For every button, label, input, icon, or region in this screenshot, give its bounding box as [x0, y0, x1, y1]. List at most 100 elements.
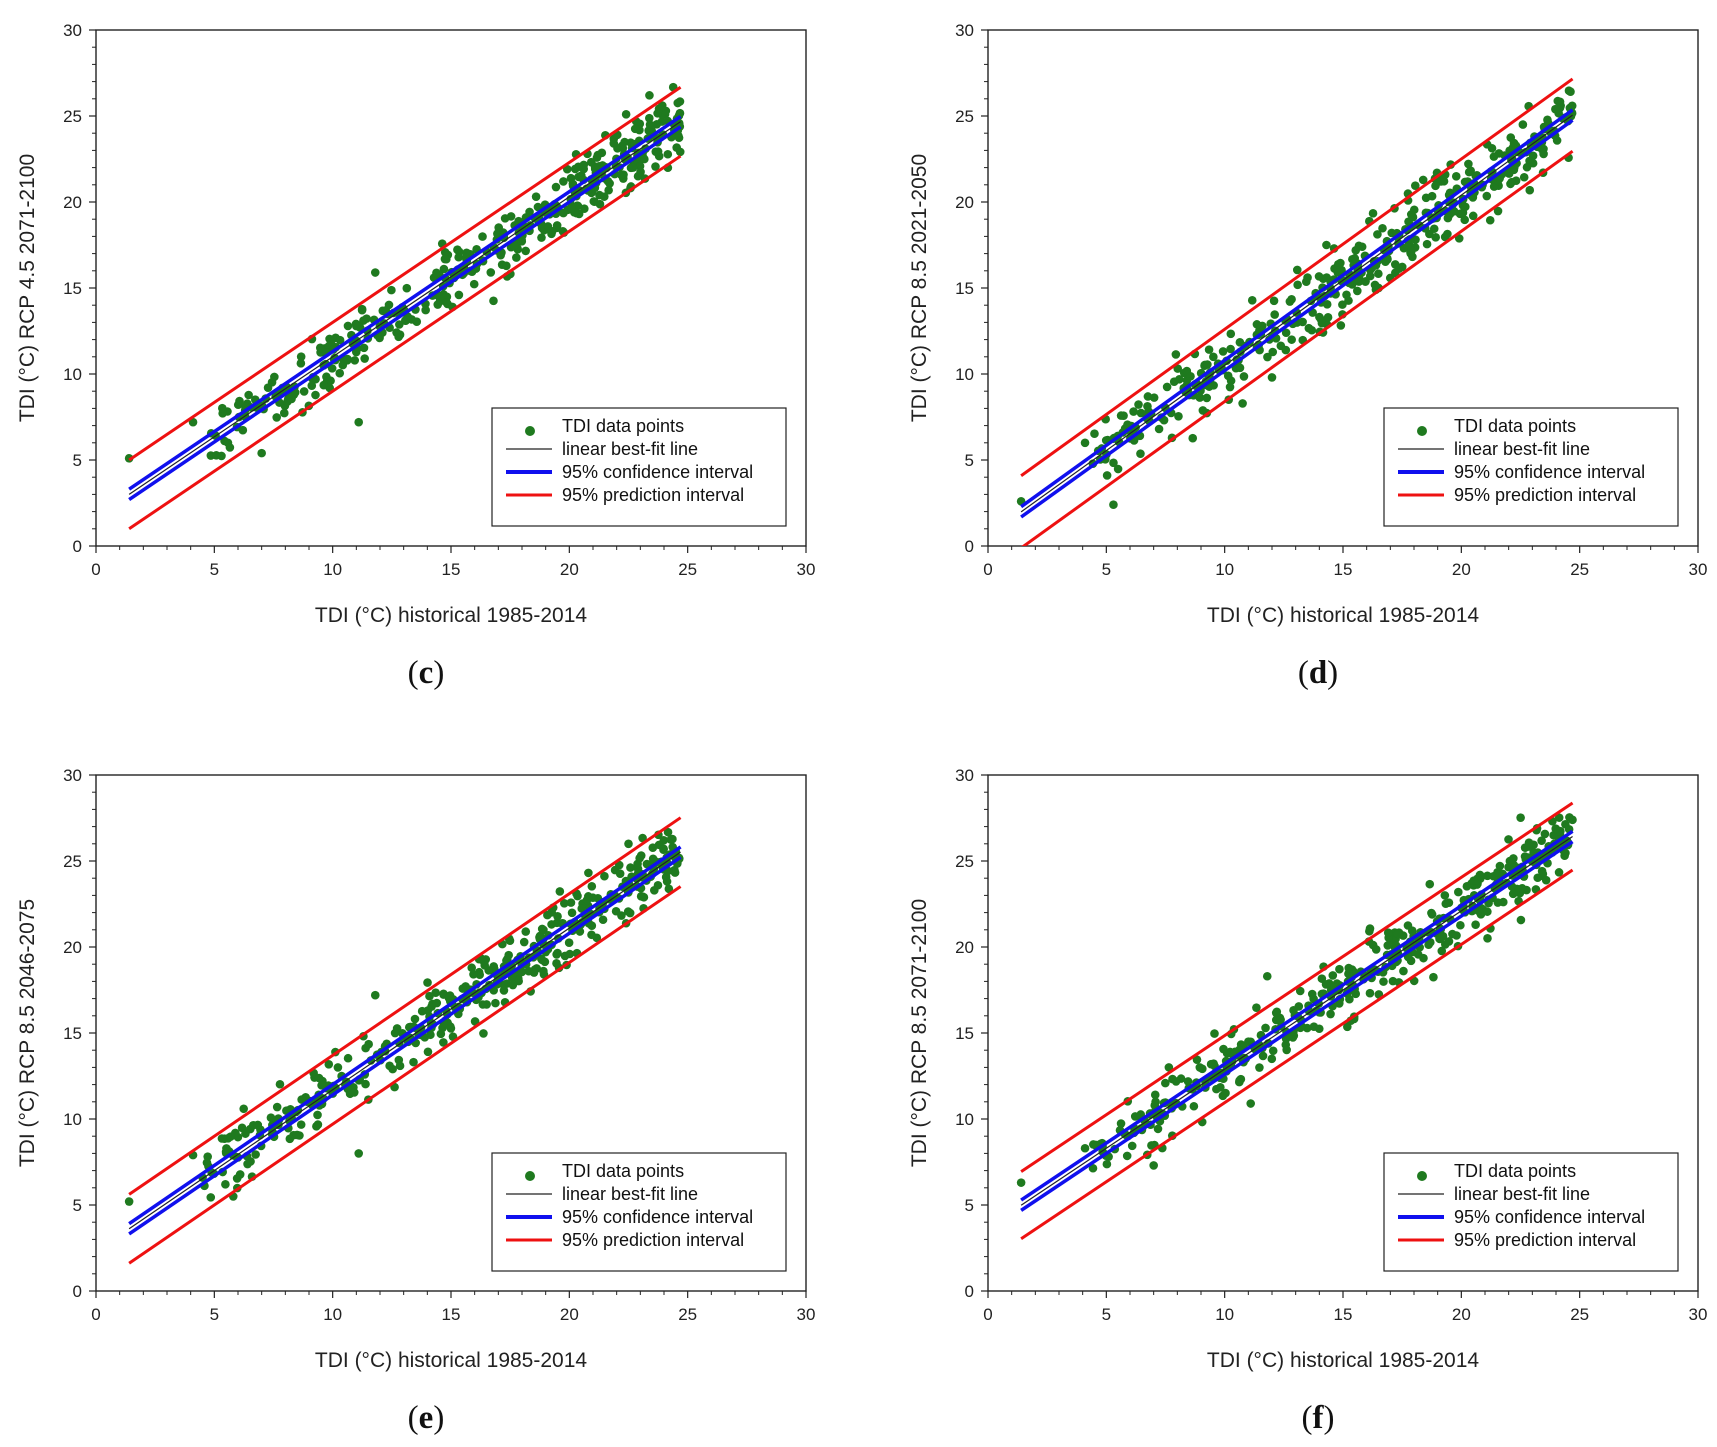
data-point	[1192, 1055, 1202, 1064]
x-tick-label: 20	[1452, 560, 1471, 579]
data-point	[504, 950, 513, 960]
x-tick-label: 15	[1334, 560, 1353, 579]
panel-label-close: )	[433, 1400, 444, 1436]
data-point	[124, 1197, 134, 1206]
data-point	[1533, 873, 1542, 883]
data-point	[251, 1150, 260, 1159]
y-tick-label: 10	[63, 365, 82, 384]
data-point	[1136, 408, 1146, 418]
prediction-lower-line	[1020, 868, 1574, 1240]
data-point	[1422, 239, 1432, 249]
data-point	[1437, 946, 1447, 956]
data-point	[1252, 1003, 1261, 1012]
data-point	[1407, 246, 1416, 255]
data-point	[1516, 813, 1525, 822]
data-point	[593, 150, 603, 160]
data-point	[1435, 934, 1444, 943]
data-point	[1226, 329, 1236, 339]
data-point	[1159, 415, 1169, 425]
data-point	[296, 1120, 306, 1129]
best-fit-line	[1020, 836, 1573, 1206]
data-point	[533, 202, 543, 212]
legend-symbol-points	[525, 426, 535, 436]
data-point	[433, 300, 443, 309]
x-tick-label: 5	[1102, 560, 1111, 579]
data-point	[226, 1132, 235, 1141]
data-point	[565, 949, 575, 959]
x-tick-label: 10	[1215, 1305, 1234, 1324]
panel-c: 0 5 10 15 20 25 30 0 5 10 15 20 25 30 TDI (°C) histori…	[16, 21, 815, 691]
data-point	[387, 285, 396, 295]
data-point	[502, 261, 511, 271]
data-point	[220, 436, 229, 446]
data-point	[239, 1104, 248, 1114]
data-point	[1336, 321, 1346, 330]
data-point	[1270, 310, 1279, 319]
x-tick-label: 10	[1215, 560, 1234, 579]
y-axis-label: TDI (°C) RCP 4.5 2071-2100	[16, 154, 39, 422]
data-point	[1518, 120, 1528, 129]
legend-symbol-points	[1417, 426, 1427, 436]
data-point	[1206, 1059, 1216, 1069]
data-point	[1271, 1008, 1281, 1018]
data-point	[1374, 269, 1383, 279]
data-point	[1371, 945, 1381, 954]
data-point	[370, 268, 380, 277]
data-point	[354, 417, 364, 427]
data-point	[1295, 986, 1305, 996]
data-point	[1471, 920, 1480, 930]
data-point	[664, 884, 674, 894]
legend-entry: 95% confidence interval	[562, 1207, 753, 1227]
data-point	[1226, 344, 1235, 354]
panel-label-open: (	[1302, 1400, 1313, 1436]
data-point	[508, 980, 518, 990]
data-point	[1504, 835, 1513, 844]
data-point	[1427, 191, 1437, 201]
y-tick-label: 20	[955, 938, 974, 957]
data-point	[1551, 824, 1561, 834]
data-point	[1281, 328, 1291, 338]
data-point	[221, 1180, 230, 1189]
x-axis-label: TDI (°C) historical 1985-2014	[1207, 1349, 1479, 1372]
data-point	[440, 254, 450, 264]
data-point	[1322, 273, 1331, 282]
data-point	[1461, 202, 1470, 212]
y-tick-label: 15	[955, 1024, 974, 1043]
panel-label-close: )	[1324, 1400, 1335, 1436]
data-point	[458, 984, 468, 993]
panel-label-letter: d	[1309, 655, 1327, 691]
best-fit-line	[128, 851, 681, 1230]
data-point	[292, 1130, 302, 1140]
y-tick-label: 15	[63, 1024, 82, 1043]
panel-e: 0 5 10 15 20 25 30 0 5 10 15 20 25 30 TDI (°C) histori…	[16, 766, 815, 1436]
data-point	[211, 451, 221, 460]
data-point	[1161, 1078, 1170, 1088]
y-tick-label: 25	[63, 852, 82, 871]
confidence-upper-line	[1020, 108, 1574, 509]
data-point	[1408, 212, 1418, 222]
data-point	[1171, 1077, 1181, 1086]
data-point	[1399, 966, 1408, 976]
data-point	[412, 317, 422, 327]
data-point	[423, 1047, 433, 1057]
data-point	[1462, 882, 1472, 891]
legend-entry: 95% confidence interval	[1454, 1207, 1645, 1227]
data-point	[395, 1061, 405, 1071]
data-point	[1238, 399, 1247, 408]
data-point	[600, 871, 609, 881]
data-point	[573, 201, 583, 211]
data-point	[440, 247, 450, 257]
x-tick-label: 15	[1334, 1305, 1353, 1324]
data-point	[1394, 264, 1404, 273]
data-point	[625, 908, 635, 918]
data-point	[1322, 240, 1331, 250]
data-point	[324, 1059, 334, 1069]
data-point	[559, 898, 569, 908]
data-point	[1383, 928, 1393, 938]
data-point	[617, 911, 626, 920]
data-point	[651, 162, 660, 171]
data-point	[454, 252, 463, 262]
legend: TDI data points linear best-fit line 95% c…	[491, 1152, 787, 1272]
x-tick-label: 20	[1452, 1305, 1471, 1324]
